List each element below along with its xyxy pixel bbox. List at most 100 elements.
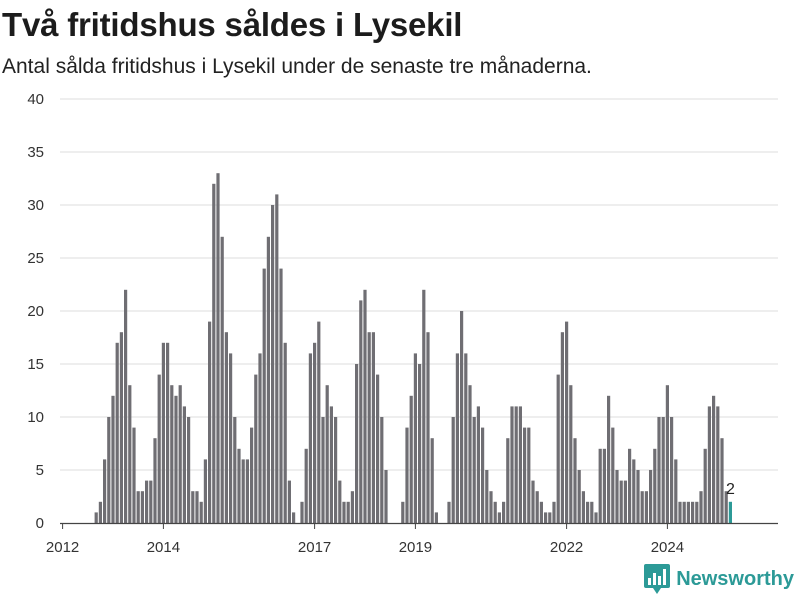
bar bbox=[371, 332, 375, 523]
y-tick-label: 0 bbox=[36, 515, 44, 532]
bar bbox=[262, 268, 266, 523]
page-subtitle: Antal sålda fritidshus i Lysekil under d… bbox=[2, 55, 592, 78]
bar bbox=[254, 374, 258, 523]
bar bbox=[418, 364, 422, 523]
bar bbox=[161, 342, 165, 523]
bar bbox=[149, 480, 153, 523]
bar bbox=[518, 406, 522, 523]
bar bbox=[464, 353, 468, 523]
bar bbox=[649, 470, 653, 523]
bar bbox=[140, 491, 144, 523]
bar bbox=[233, 417, 237, 523]
bar bbox=[619, 480, 623, 523]
bar bbox=[661, 417, 665, 523]
bar bbox=[103, 459, 107, 523]
bar bbox=[338, 480, 342, 523]
bar bbox=[409, 395, 413, 523]
bar bbox=[174, 395, 178, 523]
x-tick-label: 2022 bbox=[550, 539, 583, 556]
bar bbox=[502, 501, 506, 523]
bar bbox=[539, 501, 543, 523]
bar bbox=[107, 417, 111, 523]
x-tick-labels: 2012 2014 2017 2019 2022 2024 bbox=[46, 539, 684, 556]
bar bbox=[632, 459, 636, 523]
bar bbox=[241, 459, 245, 523]
bar bbox=[145, 480, 149, 523]
bar bbox=[657, 417, 661, 523]
newsworthy-chart-icon bbox=[644, 564, 671, 594]
bar bbox=[170, 385, 174, 523]
bar bbox=[216, 173, 220, 523]
bar bbox=[346, 501, 350, 523]
bar bbox=[384, 470, 388, 523]
bar bbox=[569, 385, 573, 523]
x-tick-label: 2017 bbox=[298, 539, 331, 556]
bar bbox=[682, 501, 686, 523]
bar bbox=[716, 406, 720, 523]
bar bbox=[275, 194, 279, 523]
bar bbox=[434, 512, 438, 523]
bar bbox=[334, 417, 338, 523]
bar bbox=[325, 385, 329, 523]
bar bbox=[560, 332, 564, 523]
bar bbox=[203, 459, 207, 523]
bar bbox=[712, 395, 716, 523]
bar bbox=[460, 311, 464, 523]
bar bbox=[178, 385, 182, 523]
bar bbox=[665, 385, 669, 523]
bar bbox=[292, 512, 296, 523]
bar bbox=[510, 406, 514, 523]
bar bbox=[199, 501, 203, 523]
bar bbox=[581, 491, 585, 523]
bar bbox=[187, 417, 191, 523]
bar bbox=[623, 480, 627, 523]
bar bbox=[577, 470, 581, 523]
bar bbox=[527, 427, 531, 523]
bar bbox=[476, 406, 480, 523]
bar bbox=[615, 470, 619, 523]
bar bbox=[628, 448, 632, 523]
y-tick-label: 35 bbox=[27, 144, 44, 161]
bar bbox=[283, 342, 287, 523]
bar bbox=[355, 364, 359, 523]
bar bbox=[644, 491, 648, 523]
y-tick-label: 15 bbox=[27, 356, 44, 373]
data-labels: 2 bbox=[726, 481, 735, 498]
bar bbox=[317, 321, 321, 523]
bar bbox=[308, 353, 312, 523]
bar bbox=[535, 491, 539, 523]
x-axis bbox=[60, 522, 778, 529]
bar bbox=[481, 427, 485, 523]
bar bbox=[111, 395, 115, 523]
x-tick-label: 2019 bbox=[399, 539, 432, 556]
bar bbox=[237, 448, 241, 523]
bar bbox=[544, 512, 548, 523]
bar bbox=[258, 353, 262, 523]
bar bbox=[703, 448, 707, 523]
bar bbox=[707, 406, 711, 523]
bar bbox=[250, 427, 254, 523]
data-label-latest: 2 bbox=[726, 481, 735, 498]
bar bbox=[98, 501, 102, 523]
bar bbox=[497, 512, 501, 523]
x-tick-label: 2012 bbox=[46, 539, 79, 556]
bar bbox=[115, 342, 119, 523]
bar bbox=[229, 353, 233, 523]
bar bbox=[195, 491, 199, 523]
bar bbox=[640, 491, 644, 523]
bar bbox=[514, 406, 518, 523]
bar bbox=[128, 385, 132, 523]
bar bbox=[413, 353, 417, 523]
bar bbox=[136, 491, 140, 523]
bar bbox=[304, 448, 308, 523]
bar bbox=[598, 448, 602, 523]
bar bbox=[691, 501, 695, 523]
bar bbox=[430, 438, 434, 523]
y-tick-label: 30 bbox=[27, 197, 44, 214]
bar bbox=[182, 406, 186, 523]
bar bbox=[212, 183, 216, 524]
bar bbox=[552, 501, 556, 523]
bar bbox=[329, 406, 333, 523]
bar bbox=[678, 501, 682, 523]
bar bbox=[506, 438, 510, 523]
